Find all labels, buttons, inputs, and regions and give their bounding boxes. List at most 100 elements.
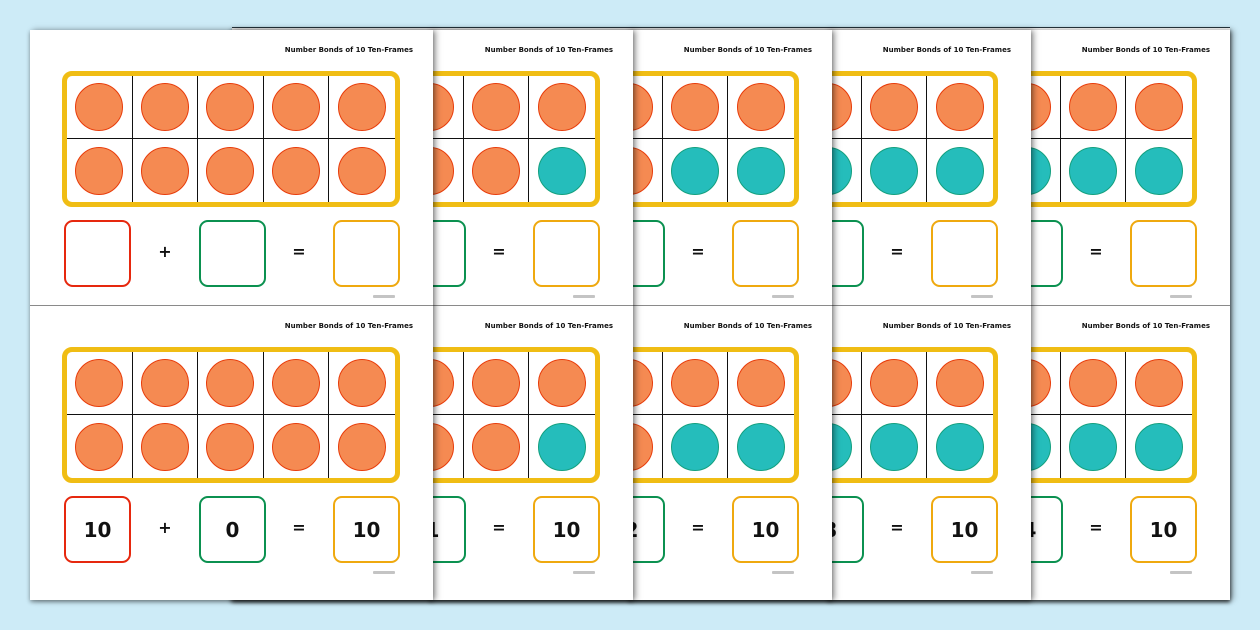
ten-frame-cell	[67, 415, 133, 478]
total-box[interactable]	[333, 220, 400, 287]
equals-sign: =	[890, 518, 904, 537]
ten-frame-cell	[728, 139, 794, 202]
ten-frame-cell	[663, 415, 729, 478]
card-title: Number Bonds of 10 Ten-Frames	[484, 46, 613, 54]
orange-counter-icon	[538, 83, 587, 131]
teal-counter-icon	[870, 146, 919, 195]
footer-brand-mark	[573, 571, 595, 574]
orange-counter-icon	[870, 359, 919, 407]
orange-counter-icon	[338, 359, 387, 407]
total-box[interactable]	[931, 220, 998, 287]
orange-counter-icon	[737, 359, 786, 407]
orange-counter-icon	[206, 146, 255, 195]
teal-counter-icon	[1135, 422, 1184, 471]
ten-frame-cell	[861, 76, 928, 139]
ten-frame-cell	[133, 415, 199, 478]
orange-counter-icon	[472, 146, 521, 195]
plus-sign: +	[158, 518, 172, 537]
orange-counter-icon	[140, 422, 189, 471]
ten-frame-cell	[133, 139, 199, 202]
equals-sign: =	[492, 518, 506, 537]
teal-counter-icon	[936, 146, 985, 195]
footer-brand-mark	[772, 295, 794, 298]
ten-frame	[62, 71, 400, 207]
orange-counter-icon	[272, 83, 321, 131]
teal-counter-icon	[1069, 146, 1118, 195]
ten-frame-cell	[1126, 76, 1192, 139]
teal-counter-icon	[1069, 422, 1118, 471]
plus-sign: +	[158, 242, 172, 261]
equals-sign: =	[492, 242, 506, 261]
ten-frame-cell	[67, 139, 133, 202]
second-addend-box[interactable]: 0	[199, 496, 266, 563]
orange-counter-icon	[1069, 83, 1118, 131]
footer-brand-mark	[573, 295, 595, 298]
second-addend-box[interactable]	[199, 220, 266, 287]
orange-counter-icon	[140, 83, 189, 131]
card-title: Number Bonds of 10 Ten-Frames	[683, 322, 812, 330]
ten-frame-cell	[529, 352, 595, 415]
orange-counter-icon	[272, 146, 321, 195]
ten-frame-cell	[329, 415, 395, 478]
teal-counter-icon	[538, 146, 587, 195]
teal-counter-icon	[671, 422, 720, 471]
teal-counter-icon	[1135, 146, 1184, 195]
orange-counter-icon	[75, 422, 124, 471]
first-addend-box[interactable]: 10	[64, 496, 131, 563]
total-box[interactable]	[533, 220, 600, 287]
orange-counter-icon	[1135, 359, 1184, 407]
ten-frame-cell	[728, 352, 794, 415]
orange-counter-icon	[671, 359, 720, 407]
ten-frame-cell	[329, 139, 395, 202]
ten-frame-cell	[329, 76, 395, 139]
teal-counter-icon	[737, 146, 786, 195]
ten-frame-cell	[263, 76, 330, 139]
ten-frame-cell	[662, 76, 729, 139]
total-box[interactable]: 10	[931, 496, 998, 563]
first-addend-box[interactable]	[64, 220, 131, 287]
ten-frame-cell	[132, 352, 199, 415]
orange-counter-icon	[538, 359, 587, 407]
ten-frame-cell	[263, 352, 330, 415]
footer-brand-mark	[971, 295, 993, 298]
worksheet-page-1: Number Bonds of 10 Ten-Frames + = Number…	[30, 30, 433, 600]
ten-frame-cell	[464, 139, 530, 202]
ten-frame-cell	[663, 139, 729, 202]
equals-sign: =	[890, 242, 904, 261]
footer-brand-mark	[971, 571, 993, 574]
card-title: Number Bonds of 10 Ten-Frames	[1081, 46, 1210, 54]
orange-counter-icon	[140, 359, 189, 407]
teal-counter-icon	[870, 422, 919, 471]
ten-frame-cell	[728, 76, 794, 139]
total-box[interactable]: 10	[333, 496, 400, 563]
total-box[interactable]: 10	[732, 496, 799, 563]
total-box[interactable]: 10	[533, 496, 600, 563]
ten-frame-cell	[861, 352, 928, 415]
orange-counter-icon	[206, 359, 255, 407]
ten-frame-cell	[463, 352, 530, 415]
orange-counter-icon	[671, 83, 720, 131]
ten-frame-cell	[529, 139, 595, 202]
orange-counter-icon	[737, 83, 786, 131]
orange-counter-icon	[472, 359, 521, 407]
ten-frame-cell	[198, 352, 264, 415]
orange-counter-icon	[338, 83, 387, 131]
orange-counter-icon	[75, 83, 124, 131]
ten-frame-cell	[1060, 352, 1127, 415]
ten-frame-cell	[662, 352, 729, 415]
ten-frame-cell	[198, 76, 264, 139]
ten-frame-cell	[529, 76, 595, 139]
ten-frame-cell	[529, 415, 595, 478]
orange-counter-icon	[936, 359, 985, 407]
equals-sign: =	[292, 242, 306, 261]
ten-frame-cell	[927, 139, 993, 202]
orange-counter-icon	[1069, 359, 1118, 407]
total-box[interactable]: 10	[1130, 496, 1197, 563]
total-box[interactable]	[1130, 220, 1197, 287]
ten-frame-cell	[927, 76, 993, 139]
blank-card: Number Bonds of 10 Ten-Frames + =	[30, 30, 433, 305]
teal-counter-icon	[936, 422, 985, 471]
orange-counter-icon	[338, 422, 387, 471]
total-box[interactable]	[732, 220, 799, 287]
ten-frame-cell	[1126, 139, 1192, 202]
